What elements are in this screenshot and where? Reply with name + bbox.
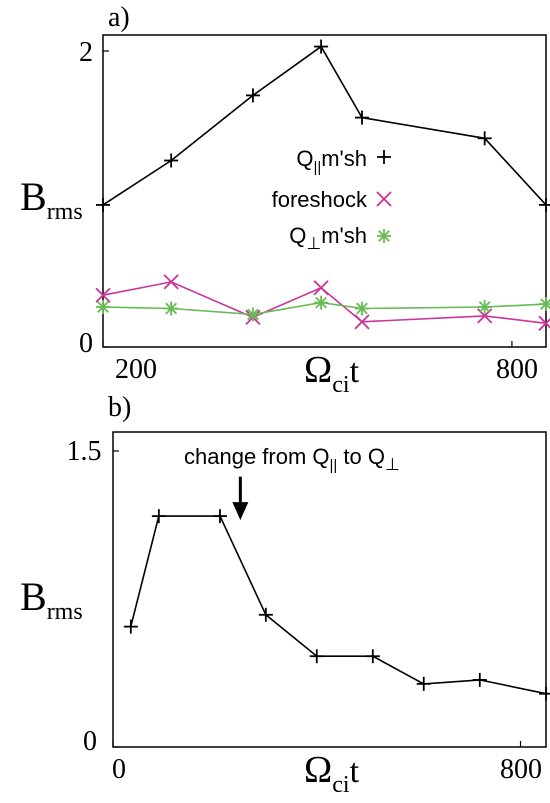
legend-marker-asterisk [377, 229, 391, 243]
panel-b-series [112, 450, 550, 748]
series-q-m-sh [96, 39, 550, 212]
legend-label-q-perp: Q⊥m'sh [289, 223, 367, 253]
data-point [354, 110, 369, 125]
series-line [130, 515, 547, 695]
x-tick-label: 800 [500, 754, 542, 785]
data-point [309, 649, 324, 664]
panel-b-y-axis-label: Brms [20, 574, 83, 625]
data-point [354, 314, 370, 330]
data-point [96, 300, 110, 315]
x-tick-label: 200 [115, 354, 157, 385]
data-point [123, 619, 138, 634]
legend-marker [376, 191, 392, 207]
legend-marker [377, 150, 391, 164]
legend-entry-q-parallel: Q||m'sh [296, 146, 391, 176]
x-tick-label: 800 [496, 354, 538, 385]
x-tick-label: 0 [112, 754, 126, 785]
panel-a-x-axis-label: Ωcit [304, 349, 360, 398]
data-point [539, 297, 550, 312]
panel-a-legend: Q||m'sh foreshock Q⊥m'sh [272, 146, 392, 253]
panel-b-x-axis-label: Ωcit [304, 749, 360, 798]
legend-marker [377, 229, 391, 243]
series-q-m-sh [96, 295, 550, 322]
data-point [163, 274, 179, 290]
data-point [539, 686, 550, 701]
data-point [477, 131, 492, 146]
data-point [151, 509, 166, 524]
data-point [314, 39, 329, 54]
legend-entry-q-perp: Q⊥m'sh [289, 223, 391, 253]
legend-label-foreshock: foreshock [272, 187, 368, 212]
panel-a-frame [102, 34, 547, 348]
panel-a-x-tick-labels: 200 800 [115, 354, 538, 385]
data-point [164, 153, 179, 168]
legend-label-q-parallel: Q||m'sh [296, 146, 367, 176]
y-tick-label: 0 [79, 328, 93, 359]
y-tick-label: 1.5 [67, 436, 102, 467]
data-point [539, 197, 550, 212]
panel-b-y-tick-labels: 1.5 0 [67, 436, 102, 757]
panel-a-label: a) [108, 2, 130, 33]
data-point [477, 300, 492, 315]
series-line [102, 45, 547, 206]
panel-b: b) 1.5 0 0 800 Brms Ωcit change from Q||… [20, 392, 550, 798]
panel-b-x-tick-labels: 0 800 [112, 754, 542, 785]
panel-a-y-axis-label: Brms [20, 174, 83, 225]
data-point [245, 307, 260, 322]
annotation-arrow [232, 476, 249, 521]
legend-marker-x [376, 191, 392, 207]
data-point [416, 676, 431, 691]
series-b [123, 509, 550, 701]
panel-b-frame [112, 431, 547, 748]
panel-a: a) 2 0 200 800 Brms Ωcit Q||m'sh foresho… [20, 2, 550, 398]
data-point [95, 287, 111, 303]
data-point [313, 280, 329, 296]
data-point [245, 88, 260, 103]
data-point [212, 509, 227, 524]
data-point [538, 315, 550, 331]
data-point [258, 607, 273, 622]
data-point [164, 301, 179, 316]
panel-b-label: b) [108, 392, 131, 423]
data-point [365, 649, 380, 664]
annotation-text: change from Q|| to Q⊥ [184, 444, 400, 474]
data-point [96, 197, 110, 212]
legend-marker-plus [377, 150, 391, 164]
data-point [314, 295, 329, 310]
legend-entry-foreshock: foreshock [272, 187, 392, 212]
data-point [472, 672, 487, 687]
arrow-head [232, 502, 249, 521]
panel-a-series [95, 39, 550, 348]
y-tick-label: 2 [79, 37, 93, 68]
panel-a-y-tick-labels: 2 0 [79, 37, 93, 359]
data-point [354, 301, 369, 316]
y-tick-label: 0 [83, 726, 97, 757]
